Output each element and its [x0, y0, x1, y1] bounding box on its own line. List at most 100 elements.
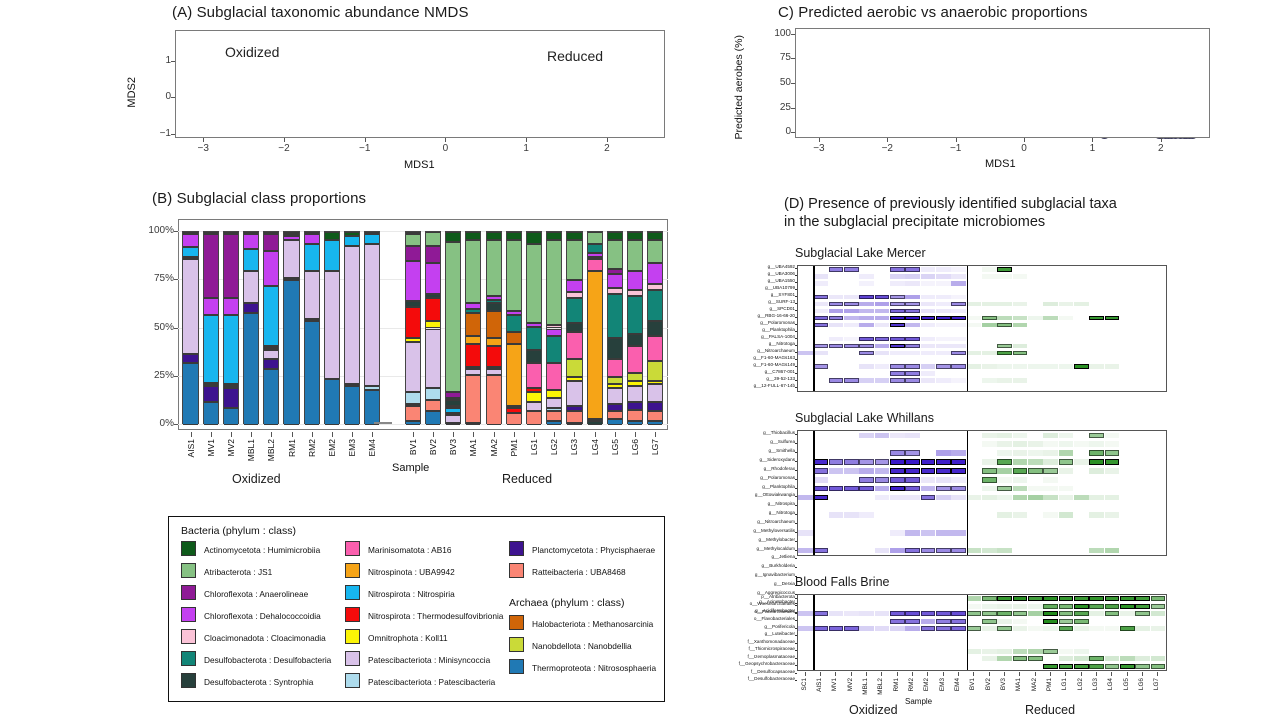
- heatmap-cell: [1012, 603, 1028, 609]
- panel-b-group-oxidized: Oxidized: [232, 472, 281, 486]
- heatmap-row-label: g__Burkholderia: [761, 563, 795, 569]
- heatmap-cell: [1012, 322, 1028, 328]
- bar-segment: [466, 313, 481, 337]
- bar-column: [182, 231, 199, 425]
- heatmap-row-tick: [795, 549, 797, 551]
- bar-segment: [284, 278, 299, 281]
- bar-column: [243, 231, 260, 425]
- axis-tick-x: [251, 432, 253, 437]
- bar-segment: [587, 232, 602, 244]
- heatmap-cell: [1150, 663, 1166, 669]
- heatmap-cell: [798, 530, 813, 536]
- axis-tick-x: [453, 432, 455, 437]
- heatmap-cell: [936, 281, 951, 286]
- heatmap-cell: [1089, 611, 1105, 617]
- bar-segment: [466, 343, 481, 368]
- heatmap-cell: [828, 512, 844, 518]
- bar-segment: [486, 299, 501, 304]
- axis-tick-label-x: LG4: [589, 439, 600, 456]
- legend-swatch: [345, 585, 360, 600]
- heatmap-cell: [997, 603, 1013, 609]
- axis-tick-label-x: LG4: [1107, 678, 1115, 691]
- bar-segment: [425, 328, 441, 389]
- heatmap-cell: [874, 343, 890, 349]
- group-gap-marker: [374, 422, 393, 424]
- legend-label: Thermoproteota : Nitrososphaeria: [532, 663, 657, 673]
- axis-tick-label-y: 50: [779, 77, 791, 88]
- bar-column: [485, 231, 502, 425]
- bar-segment: [587, 419, 602, 422]
- bar-segment: [405, 233, 420, 246]
- heatmap-cell: [874, 432, 890, 439]
- bar-segment: [405, 338, 420, 342]
- heatmap-cell: [1089, 315, 1105, 321]
- heatmap-cell: [859, 378, 875, 383]
- legend-label: Desulfobacterota : Desulfobacteria: [204, 655, 332, 665]
- heatmap-cell: [844, 315, 859, 321]
- bar-segment: [304, 320, 319, 425]
- legend-swatch: [181, 585, 196, 600]
- heatmap-cell: [920, 281, 936, 286]
- heatmap-cell: [1043, 450, 1059, 456]
- heatmap-row-tick: [795, 605, 797, 607]
- heatmap-cell: [1012, 350, 1028, 356]
- heatmap-cell: [982, 322, 997, 328]
- bar-segment: [425, 293, 441, 298]
- heatmap-cell: [1043, 611, 1059, 617]
- heatmap-cell: [1120, 596, 1135, 602]
- bar-segment: [223, 297, 238, 315]
- heatmap-cell: [890, 281, 905, 286]
- bar-segment: [567, 376, 582, 381]
- bar-segment: [526, 232, 542, 244]
- bar-segment: [203, 401, 218, 425]
- heatmap-cell: [859, 364, 875, 369]
- heatmap-cell: [1135, 596, 1151, 602]
- bar-segment: [607, 388, 622, 404]
- heatmap-row-label: g__Planktophila: [762, 483, 795, 489]
- heatmap-cell: [859, 281, 875, 286]
- bar-segment: [365, 233, 380, 244]
- axis-tick-label-x: MA2: [1030, 678, 1038, 692]
- bar-segment: [324, 232, 340, 240]
- heatmap-row-label: g__PALSA-1004: [761, 333, 795, 339]
- axis-tick-x: [606, 138, 608, 142]
- heatmap-cell: [1058, 301, 1074, 307]
- axis-tick-x: [942, 672, 944, 676]
- heatmap-cell: [1043, 485, 1059, 492]
- heatmap-cell: [890, 322, 905, 328]
- axis-tick-label-x: MBL2: [266, 439, 277, 462]
- axis-tick-label-x: PM1: [508, 439, 519, 457]
- panel-b-xaxis-label: Sample: [392, 462, 430, 474]
- heatmap-cell: [936, 485, 951, 492]
- heatmap-cell: [1028, 485, 1043, 492]
- heatmap-cell: [997, 648, 1013, 654]
- bar-segment: [425, 320, 441, 329]
- heatmap-cell: [828, 459, 844, 465]
- bar-segment: [203, 314, 218, 383]
- bar-segment: [425, 262, 441, 294]
- heatmap-title-mercer: Subglacial Lake Mercer: [795, 246, 926, 260]
- heatmap-cell: [997, 274, 1013, 279]
- legend-archaea-header: Archaea (phylum : class): [509, 597, 625, 609]
- heatmap-row-tick: [795, 665, 797, 667]
- heatmap-cell: [920, 371, 936, 376]
- legend-label: Omnitrophota : Koll11: [368, 633, 448, 643]
- heatmap-row-tick: [795, 344, 797, 346]
- heatmap-row-tick: [795, 386, 797, 388]
- heatmap-cell: [982, 603, 997, 609]
- heatmap-cell: [813, 308, 829, 314]
- legend-label: Chloroflexota : Anaerolineae: [204, 589, 309, 599]
- bar-segment: [506, 239, 521, 312]
- heatmap-cell: [1058, 656, 1074, 662]
- axis-tick-x: [955, 138, 957, 142]
- axis-tick-x: [835, 672, 837, 676]
- heatmap-row-label: f__Xanthomonadaceae: [747, 638, 795, 644]
- heatmap-cell: [1120, 611, 1135, 617]
- heatmap-cell: [1104, 494, 1120, 501]
- heatmap-cell: [936, 336, 951, 342]
- heatmap-cell: [1028, 626, 1043, 632]
- bar-column: [445, 231, 462, 426]
- bar-segment: [648, 232, 663, 240]
- axis-tick-label-y: 75%: [153, 273, 174, 285]
- axis-tick-x: [594, 432, 596, 437]
